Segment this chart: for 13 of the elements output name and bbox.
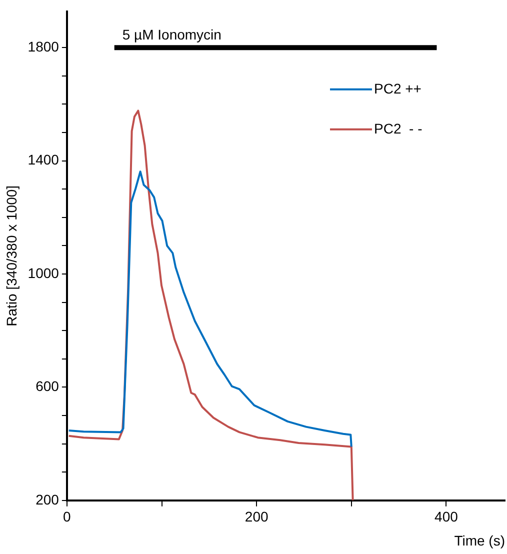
x-axis-title: Time (s)	[454, 532, 505, 548]
x-tick-label: 200	[244, 508, 268, 525]
y-axis-title: Ratio [340/380 x 1000]	[3, 185, 20, 326]
y-tick-label: 600	[36, 378, 60, 394]
legend-label: PC2 ++	[374, 80, 422, 96]
y-tick-label: 1800	[28, 38, 60, 54]
x-tick-label: 0	[63, 508, 72, 525]
annotation: 5 µM Ionomycin	[122, 26, 222, 42]
legend-label: PC2 - -	[374, 120, 423, 136]
x-tick-label: 400	[434, 508, 458, 525]
y-tick-label: 1400	[28, 152, 60, 168]
y-tick-label: 1000	[28, 264, 60, 281]
y-tick-label: 200	[36, 491, 60, 508]
